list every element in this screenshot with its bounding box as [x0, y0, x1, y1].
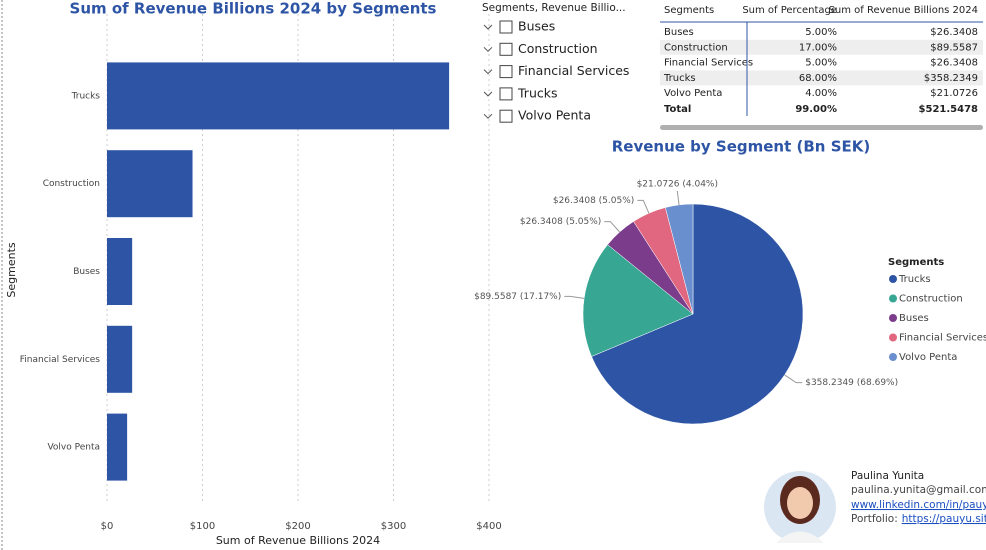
checkbox[interactable]: [499, 20, 513, 34]
slicer-item: Buses: [518, 19, 555, 34]
legend-marker: [889, 333, 897, 342]
table-cell: Buses: [664, 27, 694, 38]
data-label: $26.3408 (5.05%): [520, 217, 601, 227]
y-tick-label: Trucks: [71, 91, 101, 101]
slicer-item: Construction: [518, 41, 598, 56]
table-header: Sum of Percentage: [742, 5, 837, 16]
checkbox[interactable]: [499, 109, 513, 123]
x-tick-label: $0: [101, 521, 114, 532]
bar: [107, 413, 128, 481]
legend-marker: [889, 353, 897, 361]
slicer-item: Trucks: [517, 85, 557, 100]
table-cell: $21.0726: [930, 88, 978, 99]
table-cell: $26.3408: [930, 27, 978, 38]
profile-linkedin[interactable]: www.linkedin.com/in/pauyu: [851, 499, 986, 511]
pie-slice: [591, 203, 804, 425]
table-cell: $89.5587: [930, 42, 978, 53]
pie-slice: [665, 203, 694, 315]
chevron[interactable]: [483, 46, 493, 53]
bar: [107, 150, 193, 218]
bar: [107, 238, 133, 305]
table-total: $521.5478: [919, 104, 979, 115]
table-total: 99.00%: [795, 104, 837, 115]
x-axis-title: Sum of Revenue Billions 2024: [216, 534, 380, 547]
table-cell: Volvo Penta: [664, 88, 722, 99]
table-cell: $358.2349: [924, 73, 978, 84]
x-tick-label: $300: [381, 521, 406, 532]
legend-label: Volvo Penta: [899, 352, 957, 363]
table-cell: 4.00%: [805, 88, 837, 99]
y-tick-label: Construction: [43, 179, 100, 189]
table-cell: Trucks: [663, 73, 696, 84]
slicer-item: Financial Services: [518, 63, 629, 78]
leader-line: [784, 374, 803, 384]
data-label: $26.3408 (5.05%): [553, 196, 634, 206]
bar: [107, 62, 450, 130]
profile-photo: [764, 471, 836, 543]
table-total: Total: [664, 104, 691, 115]
y-tick-label: Financial Services: [20, 355, 101, 365]
chevron[interactable]: [483, 24, 493, 30]
legend-label: Construction: [899, 294, 963, 305]
table-cell: 5.00%: [805, 27, 837, 38]
slicer-item: Volvo Penta: [518, 108, 591, 123]
table-cell: 68.00%: [799, 73, 837, 84]
legend-marker: [889, 314, 897, 322]
chart-title: Revenue by Segment (Bn SEK): [612, 138, 870, 156]
checkbox[interactable]: [499, 65, 513, 79]
leader-line: [637, 199, 650, 214]
checkbox[interactable]: [499, 42, 513, 56]
slicer-title: Segments, Revenue Billio...: [482, 2, 626, 14]
table-cell: $26.3408: [930, 58, 978, 69]
profile-name: Paulina Yunita: [851, 470, 924, 482]
legend-label: Trucks: [898, 274, 931, 285]
chart-title: Sum of Revenue Billions 2024 by Segments: [70, 0, 437, 18]
chevron[interactable]: [483, 113, 493, 119]
legend-title: Segments: [888, 257, 944, 268]
profile-email: paulina.yunita@gmail.com: [851, 484, 986, 496]
row-shade: [660, 70, 983, 86]
leader-line: [564, 295, 585, 299]
chevron[interactable]: [483, 69, 493, 75]
table-cell: Financial Services: [664, 58, 753, 69]
row-shade: [660, 39, 983, 55]
y-axis-title: Segments: [5, 242, 18, 298]
data-label: $21.0726 (4.04%): [637, 179, 718, 189]
x-tick-label: $200: [285, 521, 310, 532]
table-header: Segments: [664, 5, 714, 16]
chevron[interactable]: [483, 91, 493, 97]
table-header: Sum of Revenue Billions 2024: [829, 5, 978, 16]
table-cell: 5.00%: [805, 58, 837, 69]
checkbox[interactable]: [499, 87, 513, 101]
scrollbar[interactable]: [660, 125, 983, 130]
legend-label: Financial Services: [899, 333, 986, 344]
data-label: $89.5587 (17.17%): [474, 292, 561, 302]
table-cell: 17.00%: [799, 42, 837, 53]
leader-line: [604, 221, 621, 233]
leader-line: [676, 190, 680, 205]
x-tick-label: $400: [476, 521, 501, 532]
bar: [107, 325, 133, 393]
portfolio-label: Portfolio:: [851, 513, 898, 525]
data-label: $358.2349 (68.69%): [805, 378, 898, 388]
legend-label: Buses: [899, 313, 929, 324]
legend-marker: [889, 294, 897, 303]
portfolio-link[interactable]: https://pauyu.site: [902, 513, 986, 525]
table-cell: Construction: [664, 42, 728, 53]
y-tick-label: Buses: [73, 267, 100, 277]
y-tick-label: Volvo Penta: [47, 443, 100, 453]
x-tick-label: $100: [190, 521, 215, 532]
legend-marker: [889, 275, 897, 283]
